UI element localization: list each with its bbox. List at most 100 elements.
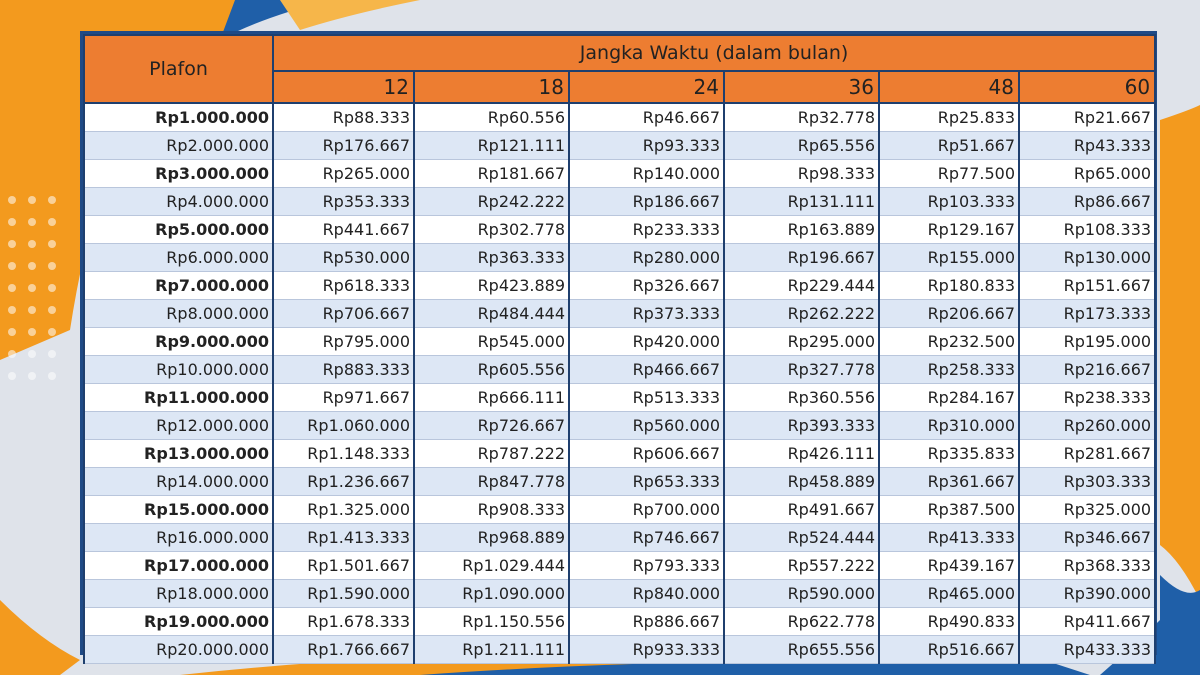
plafon-cell: Rp3.000.000	[83, 159, 274, 188]
installment-cell: Rp706.667	[272, 299, 415, 328]
installment-cell: Rp795.000	[272, 327, 415, 356]
table-row: Rp8.000.000 Rp706.667 Rp484.444 Rp373.333 Rp…	[83, 299, 1157, 328]
plafon-cell: Rp18.000.000	[83, 579, 274, 608]
installment-cell: Rp458.889	[723, 467, 880, 496]
installment-cell: Rp1.090.000	[413, 579, 570, 608]
loan-installment-table: Plafon Jangka Waktu (dalam bulan) 12 18 …	[83, 34, 1157, 664]
term-header: Jangka Waktu (dalam bulan)	[271, 34, 1157, 72]
installment-cell: Rp86.667	[1017, 187, 1157, 216]
installment-cell: Rp465.000	[878, 579, 1020, 608]
installment-cell: Rp390.000	[1017, 579, 1157, 608]
installment-cell: Rp43.333	[1017, 131, 1157, 160]
installment-cell: Rp484.444	[413, 299, 570, 328]
table-row: Rp12.000.000 Rp1.060.000 Rp726.667 Rp560.00…	[83, 411, 1157, 440]
installment-cell: Rp129.167	[878, 215, 1020, 244]
table-row: Rp1.000.000 Rp88.333 Rp60.556 Rp46.667 Rp32.…	[83, 103, 1157, 132]
installment-cell: Rp491.667	[723, 495, 880, 524]
plafon-cell: Rp4.000.000	[83, 187, 274, 216]
plafon-cell: Rp8.000.000	[83, 299, 274, 328]
loan-table-container: Plafon Jangka Waktu (dalam bulan) 12 18 …	[80, 31, 1157, 664]
plafon-cell: Rp1.000.000	[83, 103, 274, 132]
dot-pattern	[8, 196, 56, 380]
installment-cell: Rp103.333	[878, 187, 1020, 216]
installment-cell: Rp373.333	[568, 299, 725, 328]
installment-cell: Rp295.000	[723, 327, 880, 356]
installment-cell: Rp206.667	[878, 299, 1020, 328]
plafon-cell: Rp19.000.000	[83, 607, 274, 636]
installment-cell: Rp265.000	[272, 159, 415, 188]
installment-cell: Rp363.333	[413, 243, 570, 272]
installment-cell: Rp155.000	[878, 243, 1020, 272]
installment-cell: Rp238.333	[1017, 383, 1157, 412]
installment-cell: Rp655.556	[723, 635, 880, 664]
plafon-cell: Rp13.000.000	[83, 439, 274, 468]
installment-cell: Rp325.000	[1017, 495, 1157, 524]
installment-cell: Rp420.000	[568, 327, 725, 356]
table-row: Rp11.000.000 Rp971.667 Rp666.111 Rp513.333 R…	[83, 383, 1157, 412]
installment-cell: Rp793.333	[568, 551, 725, 580]
installment-cell: Rp513.333	[568, 383, 725, 412]
installment-cell: Rp1.590.000	[272, 579, 415, 608]
table-row: Rp16.000.000 Rp1.413.333 Rp968.889 Rp746.66…	[83, 523, 1157, 552]
installment-cell: Rp666.111	[413, 383, 570, 412]
installment-cell: Rp77.500	[878, 159, 1020, 188]
installment-cell: Rp590.000	[723, 579, 880, 608]
installment-cell: Rp423.889	[413, 271, 570, 300]
installment-cell: Rp21.667	[1017, 103, 1157, 132]
installment-cell: Rp360.556	[723, 383, 880, 412]
plafon-cell: Rp12.000.000	[83, 411, 274, 440]
installment-cell: Rp1.501.667	[272, 551, 415, 580]
plafon-cell: Rp7.000.000	[83, 271, 274, 300]
table-row: Rp2.000.000 Rp176.667 Rp121.111 Rp93.333 Rp6…	[83, 131, 1157, 160]
installment-cell: Rp32.778	[723, 103, 880, 132]
orange-swoosh-right	[1160, 105, 1200, 600]
table-row: Rp13.000.000 Rp1.148.333 Rp787.222 Rp606.66…	[83, 439, 1157, 468]
table-row: Rp3.000.000 Rp265.000 Rp181.667 Rp140.000 Rp…	[83, 159, 1157, 188]
plafon-cell: Rp16.000.000	[83, 523, 274, 552]
table-row: Rp17.000.000 Rp1.501.667 Rp1.029.444 Rp793.…	[83, 551, 1157, 580]
installment-cell: Rp466.667	[568, 355, 725, 384]
installment-cell: Rp176.667	[272, 131, 415, 160]
installment-cell: Rp284.167	[878, 383, 1020, 412]
installment-cell: Rp490.833	[878, 607, 1020, 636]
installment-cell: Rp933.333	[568, 635, 725, 664]
table-row: Rp10.000.000 Rp883.333 Rp605.556 Rp466.667 R…	[83, 355, 1157, 384]
installment-cell: Rp1.148.333	[272, 439, 415, 468]
installment-cell: Rp195.000	[1017, 327, 1157, 356]
installment-cell: Rp787.222	[413, 439, 570, 468]
installment-cell: Rp387.500	[878, 495, 1020, 524]
installment-cell: Rp242.222	[413, 187, 570, 216]
installment-cell: Rp196.667	[723, 243, 880, 272]
installment-cell: Rp700.000	[568, 495, 725, 524]
plafon-cell: Rp2.000.000	[83, 131, 274, 160]
installment-cell: Rp181.667	[413, 159, 570, 188]
installment-cell: Rp303.333	[1017, 467, 1157, 496]
table-row: Rp14.000.000 Rp1.236.667 Rp847.778 Rp653.33…	[83, 467, 1157, 496]
installment-cell: Rp180.833	[878, 271, 1020, 300]
installment-cell: Rp622.778	[723, 607, 880, 636]
installment-cell: Rp51.667	[878, 131, 1020, 160]
installment-cell: Rp1.029.444	[413, 551, 570, 580]
installment-cell: Rp229.444	[723, 271, 880, 300]
plafon-cell: Rp20.000.000	[83, 635, 274, 664]
installment-cell: Rp908.333	[413, 495, 570, 524]
table-row: Rp15.000.000 Rp1.325.000 Rp908.333 Rp700.00…	[83, 495, 1157, 524]
installment-cell: Rp280.000	[568, 243, 725, 272]
installment-cell: Rp530.000	[272, 243, 415, 272]
installment-cell: Rp886.667	[568, 607, 725, 636]
installment-cell: Rp302.778	[413, 215, 570, 244]
plafon-cell: Rp10.000.000	[83, 355, 274, 384]
installment-cell: Rp93.333	[568, 131, 725, 160]
installment-cell: Rp441.667	[272, 215, 415, 244]
month-header: 24	[568, 70, 725, 104]
installment-cell: Rp1.211.111	[413, 635, 570, 664]
plafon-cell: Rp17.000.000	[83, 551, 274, 580]
installment-cell: Rp233.333	[568, 215, 725, 244]
installment-cell: Rp1.678.333	[272, 607, 415, 636]
installment-cell: Rp353.333	[272, 187, 415, 216]
table-row: Rp5.000.000 Rp441.667 Rp302.778 Rp233.333 Rp…	[83, 215, 1157, 244]
table-row: Rp18.000.000 Rp1.590.000 Rp1.090.000 Rp840.…	[83, 579, 1157, 608]
installment-cell: Rp516.667	[878, 635, 1020, 664]
installment-cell: Rp335.833	[878, 439, 1020, 468]
installment-cell: Rp726.667	[413, 411, 570, 440]
